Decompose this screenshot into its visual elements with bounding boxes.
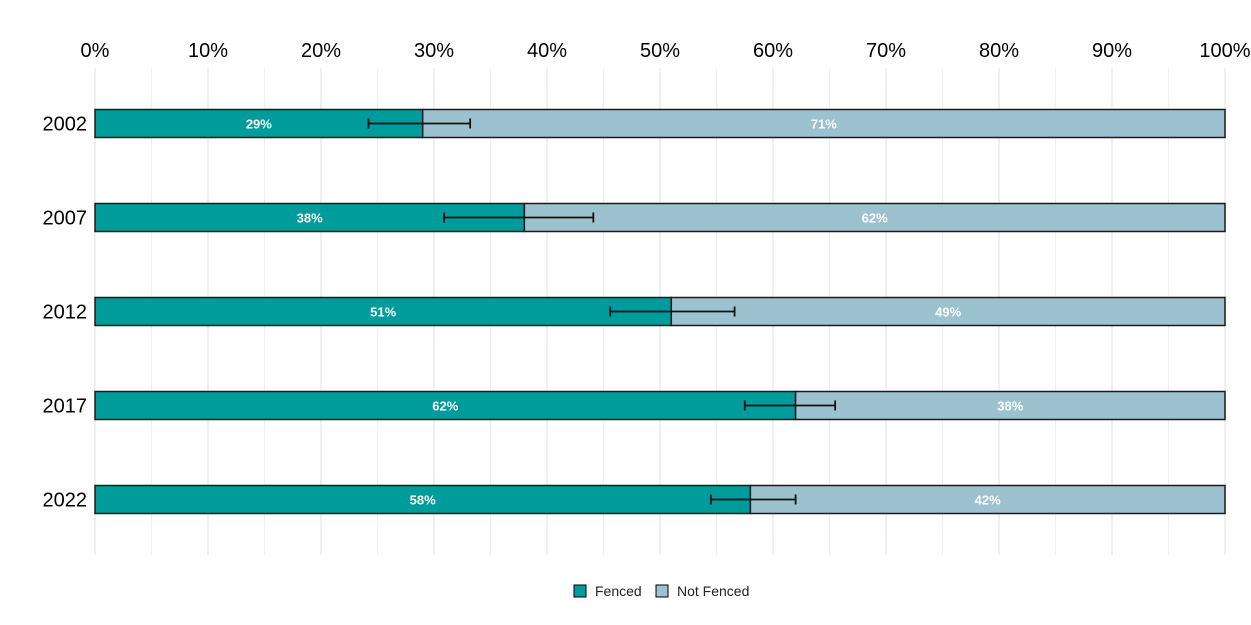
bar-segment-not-fenced — [794, 390, 1226, 421]
x-tick-label: 20% — [301, 40, 341, 62]
category-label: 2012 — [43, 302, 88, 324]
bar-segment-fenced — [94, 296, 673, 327]
bar-value-label: 71% — [811, 117, 837, 132]
bar-value-label: 62% — [432, 399, 458, 414]
bar-segment-not-fenced — [749, 484, 1226, 515]
category-label: 2022 — [43, 490, 88, 512]
bar-value-label: 29% — [246, 117, 272, 132]
x-tick-label: 0% — [81, 40, 110, 62]
x-tick-label: 50% — [640, 40, 680, 62]
category-label: 2002 — [43, 114, 88, 136]
bar-value-label: 42% — [975, 493, 1001, 508]
bar-segment-not-fenced — [523, 202, 1226, 233]
category-label: 2007 — [43, 208, 88, 230]
bars: 2002 29% 71% 2007 38% 62% 2012 51% 49% 2017 62% 38%… — [43, 108, 1226, 515]
error-bar — [609, 306, 736, 317]
error-bar — [367, 118, 472, 129]
bar-segment-not-fenced — [421, 108, 1226, 139]
legend-label-fenced: Fenced — [595, 583, 642, 599]
x-tick-label: 80% — [979, 40, 1019, 62]
legend: Fenced Not Fenced — [573, 583, 749, 599]
legend-label-not-fenced: Not Fenced — [677, 583, 749, 599]
x-tick-label: 70% — [866, 40, 906, 62]
x-tick-label: 10% — [188, 40, 228, 62]
bar-value-label: 51% — [370, 305, 396, 320]
x-axis-ticks: 0% 10% 20% 30% 40% 50% 60% 70% 80% 90% 100% — [81, 40, 1251, 62]
bar-segment-fenced — [94, 390, 797, 421]
bar-value-label: 38% — [297, 211, 323, 226]
bar-value-label: 62% — [862, 211, 888, 226]
bar-value-label: 58% — [410, 493, 436, 508]
category-label: 2017 — [43, 396, 88, 418]
bar-segment-not-fenced — [670, 296, 1226, 327]
x-tick-label: 30% — [414, 40, 454, 62]
x-tick-label: 40% — [527, 40, 567, 62]
error-bar — [743, 400, 837, 411]
bar-value-label: 38% — [997, 399, 1023, 414]
error-bar — [709, 494, 797, 505]
x-tick-label: 60% — [753, 40, 793, 62]
error-bar — [443, 212, 595, 223]
legend-swatch-not-fenced — [655, 584, 669, 598]
x-tick-label: 100% — [1199, 40, 1250, 62]
x-tick-label: 90% — [1092, 40, 1132, 62]
bar-value-label: 49% — [935, 305, 961, 320]
legend-swatch-fenced — [573, 584, 587, 598]
